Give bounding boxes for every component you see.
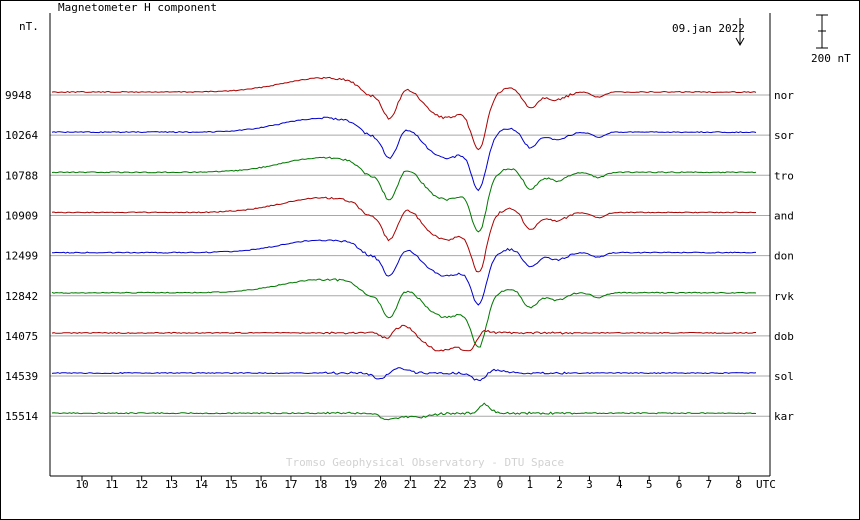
trace-and — [51, 196, 757, 273]
x-tick-label: 4 — [616, 478, 623, 491]
scale-bar-icon — [816, 14, 828, 49]
date-arrow-icon — [735, 18, 745, 47]
y-axis-unit-label: nT. — [19, 20, 39, 33]
trace-don — [52, 239, 756, 306]
trace-kar — [51, 402, 757, 421]
station-baseline-value: 12842 — [5, 290, 38, 303]
x-tick-label: 15 — [225, 478, 238, 491]
station-baseline-value: 9948 — [5, 89, 32, 102]
x-tick-label: 18 — [314, 478, 327, 491]
grid-lines — [50, 94, 770, 417]
x-tick-label: 20 — [374, 478, 387, 491]
x-tick-label: 17 — [284, 478, 297, 491]
station-baseline-value: 10264 — [5, 129, 38, 142]
x-tick-label: 12 — [135, 478, 148, 491]
station-name-label: rvk — [774, 290, 794, 303]
station-name-label: dob — [774, 330, 794, 343]
x-tick-label: 21 — [404, 478, 417, 491]
station-name-label: nor — [774, 89, 794, 102]
trace-tro — [51, 156, 757, 233]
x-tick-label: 14 — [195, 478, 209, 491]
trace-dob — [51, 324, 756, 352]
station-baseline-value: 15514 — [5, 410, 38, 423]
x-tick-label: 8 — [735, 478, 742, 491]
trace-sor — [51, 116, 757, 192]
trace-rvk — [51, 278, 757, 348]
station-name-label: and — [774, 209, 794, 222]
station-labels: 9948 nor 10264 sor 10788 tro 10909 and 12499 don 1… — [5, 89, 794, 423]
station-baseline-value: 10788 — [5, 169, 38, 182]
station-name-label: sol — [774, 370, 794, 383]
x-tick-label: 7 — [706, 478, 713, 491]
x-axis-ticks: 10 11 12 13 14 15 16 17 18 19 20 21 22 23 0 1 2 3 4 5 6 7 8 — [75, 476, 742, 491]
trace-sol — [51, 367, 757, 382]
station-baseline-value: 14539 — [5, 370, 38, 383]
station-name-label: don — [774, 250, 794, 263]
watermark: Tromso Geophysical Observatory - DTU Spa… — [286, 456, 564, 469]
station-name-label: sor — [774, 129, 794, 142]
trace-group — [51, 76, 757, 421]
x-tick-label: 10 — [75, 478, 88, 491]
x-tick-label: 3 — [586, 478, 593, 491]
x-tick-label: 6 — [676, 478, 683, 491]
station-baseline-value: 12499 — [5, 250, 38, 263]
date-label: 09.jan 2022 — [672, 22, 745, 35]
station-baseline-value: 10909 — [5, 209, 38, 222]
station-name-label: kar — [774, 410, 794, 423]
scale-bar-label: 200 nT — [811, 52, 851, 65]
trace-nor — [51, 76, 757, 151]
x-tick-label: 5 — [646, 478, 653, 491]
x-tick-label: 16 — [254, 478, 267, 491]
x-tick-label: 1 — [526, 478, 533, 491]
station-name-label: tro — [774, 169, 794, 182]
x-tick-label: 13 — [165, 478, 178, 491]
x-tick-label: 2 — [556, 478, 563, 491]
plot-axes — [49, 13, 771, 477]
x-tick-label: 22 — [434, 478, 447, 491]
x-tick-label: 19 — [344, 478, 357, 491]
x-tick-label: 0 — [497, 478, 504, 491]
station-baseline-value: 14075 — [5, 330, 38, 343]
chart-title: Magnetometer H component — [58, 1, 217, 14]
x-axis-label: UTC — [756, 478, 776, 491]
x-tick-label: 11 — [105, 478, 118, 491]
x-tick-label: 23 — [463, 478, 476, 491]
